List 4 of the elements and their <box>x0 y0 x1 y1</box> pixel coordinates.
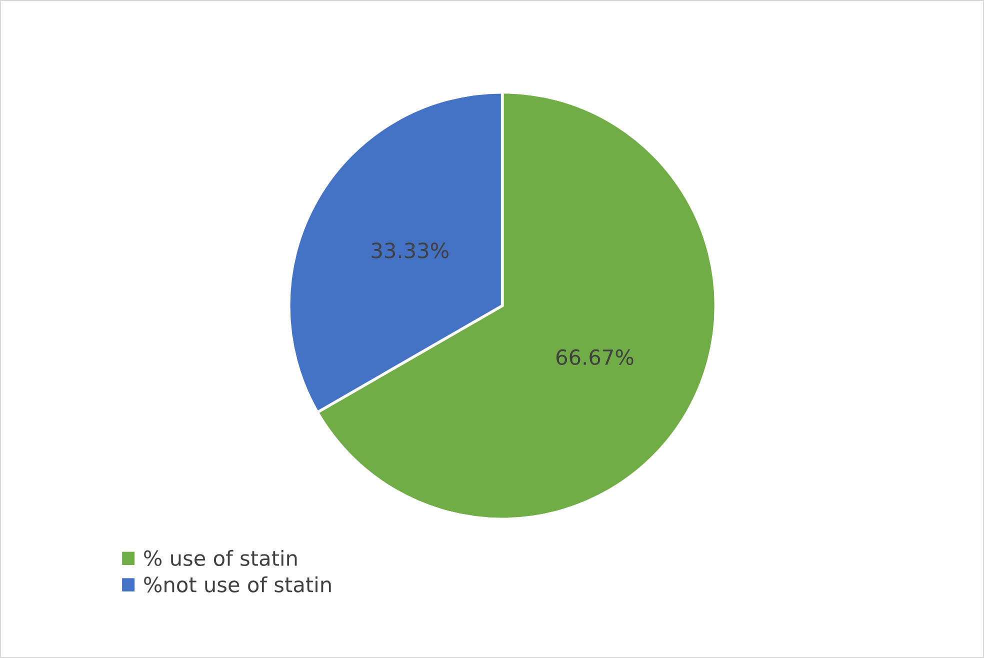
data-label: 33.33% <box>372 242 448 258</box>
legend-label: % use of statin <box>144 550 297 566</box>
legend-label: %not use of statin <box>144 576 331 592</box>
data-label: 66.67% <box>556 349 634 366</box>
